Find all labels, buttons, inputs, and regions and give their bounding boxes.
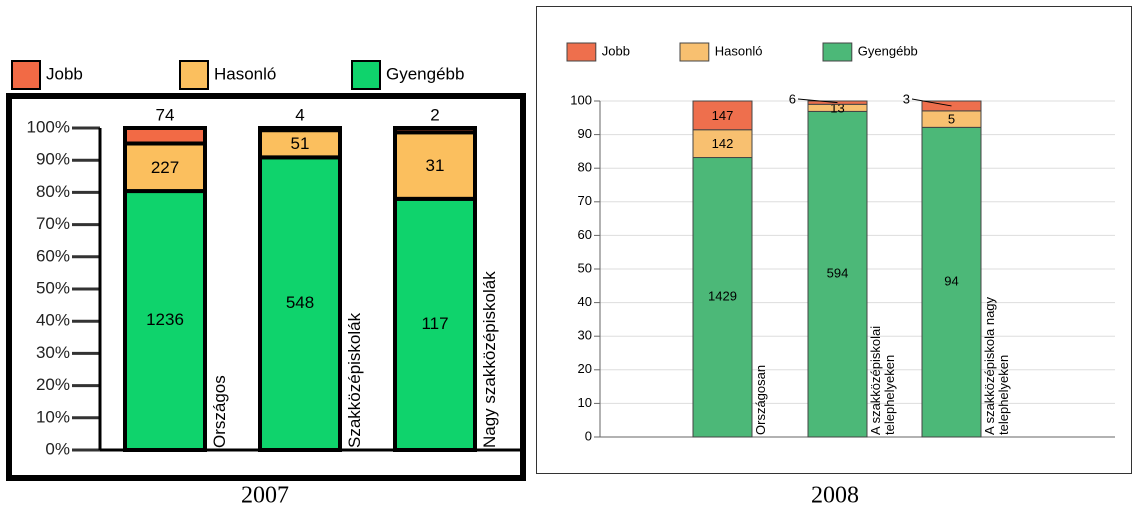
data-label: 94 xyxy=(944,274,958,289)
data-label: 3 xyxy=(903,91,910,106)
y-tick-label: 30% xyxy=(36,343,70,362)
bar-segment xyxy=(123,126,207,146)
x-tick-label: Szakközépiskolák xyxy=(345,312,364,448)
x-tick-label: A szakközépiskolai telephelyeken xyxy=(868,325,897,435)
bar-segment xyxy=(692,157,753,438)
data-label: 142 xyxy=(712,136,734,151)
legend-label: Hasonló xyxy=(715,43,763,58)
data-label: 117 xyxy=(421,314,448,333)
data-label: 31 xyxy=(426,156,445,175)
y-tick-label: 90 xyxy=(578,126,592,141)
x-tick-label: Nagy szakközépiskolák xyxy=(480,271,499,448)
bar-segment xyxy=(393,126,477,135)
data-label: 548 xyxy=(286,293,314,312)
bar-segment xyxy=(807,110,868,438)
bar-segment xyxy=(921,126,982,438)
bar-segment xyxy=(692,100,753,131)
legend-label: Gyengébb xyxy=(858,43,918,58)
y-tick-label: 10% xyxy=(36,407,70,426)
data-label: 1429 xyxy=(708,289,737,304)
y-tick-label: 0% xyxy=(45,439,70,458)
y-tick-label: 60% xyxy=(36,246,70,265)
data-label: 227 xyxy=(151,158,179,177)
y-tick-label: 60 xyxy=(578,227,592,242)
legend-swatch xyxy=(351,60,381,90)
y-tick-label: 100% xyxy=(27,117,70,136)
y-tick-label: 100 xyxy=(570,92,592,107)
legend-label: Hasonló xyxy=(214,64,276,83)
data-label: 5 xyxy=(948,112,955,127)
data-label: 4 xyxy=(295,105,304,124)
legend-label: Jobb xyxy=(46,64,83,83)
y-tick-label: 20 xyxy=(578,361,592,376)
data-label: 74 xyxy=(156,105,175,124)
data-label: 51 xyxy=(291,134,310,153)
legend-swatch xyxy=(566,42,597,62)
legend-swatch xyxy=(822,42,853,62)
bar-segment xyxy=(258,126,342,133)
bar-segment xyxy=(258,155,342,452)
caption: 2008 xyxy=(811,483,859,509)
bar-segment xyxy=(123,141,207,194)
x-tick-label: Országos xyxy=(210,375,229,448)
y-tick-label: 20% xyxy=(36,375,70,394)
leader-line xyxy=(797,98,838,104)
y-tick-label: 70% xyxy=(36,214,70,233)
y-tick-label: 80% xyxy=(36,182,70,201)
y-tick-label: 30 xyxy=(578,328,592,343)
y-tick-label: 50 xyxy=(578,260,592,275)
data-label: 2 xyxy=(430,105,439,124)
frame xyxy=(6,93,526,481)
legend-label: Jobb xyxy=(602,43,630,58)
legend-label: Gyengébb xyxy=(386,64,464,83)
caption: 2007 xyxy=(241,483,289,509)
x-tick-label: Országosan xyxy=(753,364,768,435)
legend-swatch xyxy=(179,60,209,90)
y-tick-label: 0 xyxy=(585,428,592,443)
bar-segment xyxy=(393,196,477,452)
bar-segment xyxy=(692,129,753,159)
data-label: 6 xyxy=(789,91,796,106)
legend-swatch xyxy=(11,60,41,90)
y-tick-label: 90% xyxy=(36,150,70,169)
data-label: 147 xyxy=(712,108,734,123)
data-label: 594 xyxy=(827,266,849,281)
y-tick-label: 10 xyxy=(578,395,592,410)
legend-swatch xyxy=(679,42,710,62)
y-tick-label: 80 xyxy=(578,160,592,175)
data-label: 1236 xyxy=(146,310,184,329)
x-tick-label: A szakközépiskola nagy telephelyeken xyxy=(982,296,1011,435)
y-tick-label: 40 xyxy=(578,294,592,309)
frame xyxy=(536,6,1132,474)
y-tick-label: 70 xyxy=(578,193,592,208)
y-tick-label: 40% xyxy=(36,311,70,330)
bar-segment xyxy=(123,189,207,452)
leader-line xyxy=(911,98,952,107)
y-tick-label: 50% xyxy=(36,278,70,297)
